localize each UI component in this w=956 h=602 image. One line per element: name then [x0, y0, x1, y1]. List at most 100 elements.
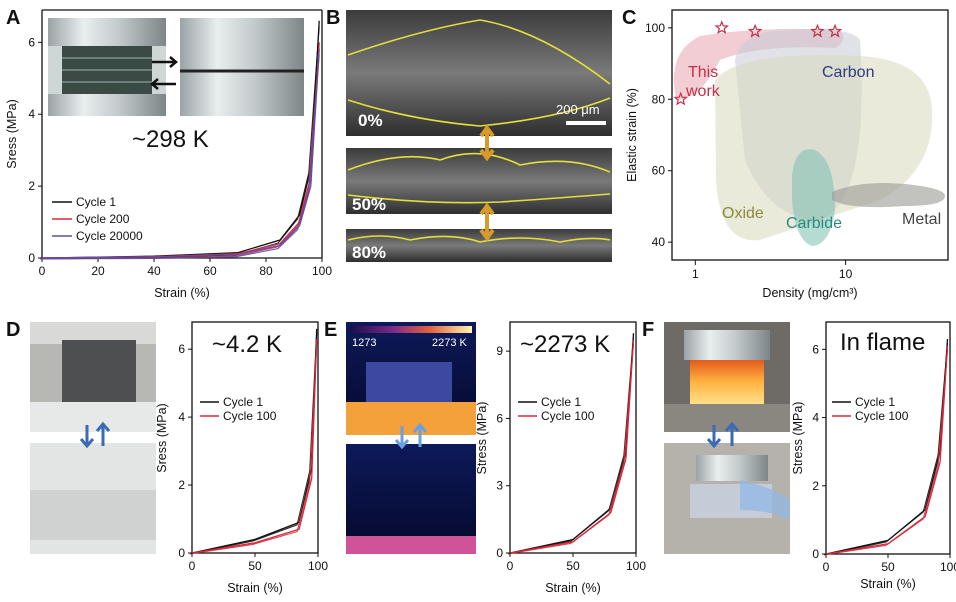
- group-label-carbon: Carbon: [822, 64, 874, 81]
- series-unload-3: [39, 55, 320, 260]
- panel-c-points: [673, 20, 843, 106]
- y-tick-label: 0: [28, 251, 35, 265]
- y-tick-label: 6: [496, 411, 503, 425]
- panel-c-xticks: 1 10: [692, 260, 853, 281]
- sem-image-50-lower-contour: [347, 193, 611, 204]
- this-work-point: [747, 23, 763, 38]
- y-tick-label: 0: [496, 546, 503, 560]
- panel-c-ylabel: Elastic strain (%): [625, 88, 639, 182]
- legend-label-cycle1: Cycle 1: [223, 395, 263, 409]
- arrow-right-icon: [152, 56, 178, 68]
- y-tick-label: 3: [496, 479, 503, 493]
- sem-image-0: [346, 10, 612, 136]
- series-line-2: [509, 339, 635, 554]
- compression-arrow-icon: [479, 124, 495, 162]
- series-line-2: [825, 345, 949, 555]
- group-label-carbide: Carbide: [786, 215, 842, 232]
- y-tick-label: 2: [178, 478, 185, 492]
- photo-d-bottom-sample: [30, 490, 156, 540]
- panel-a-yticks: 0 2 4 6: [28, 35, 42, 265]
- arrow-down-icon: [394, 426, 410, 450]
- scale-bar-label: 200 μm: [556, 102, 600, 117]
- y-tick-label: 2: [812, 479, 819, 493]
- panel-a-curves: [39, 20, 320, 260]
- panel-a-temperature: ~298 K: [132, 126, 209, 153]
- arrow-down-icon: [79, 425, 95, 449]
- panel-c: C This work Carbon Oxide Carbide Metal 1…: [622, 7, 949, 300]
- this-work-point: [810, 23, 825, 38]
- blue-flame: [740, 480, 790, 520]
- panel-f-xlabel: Strain (%): [860, 577, 916, 591]
- this-work-point: [673, 91, 688, 106]
- panel-b-label: B: [326, 7, 340, 29]
- panel-d-yticks: 0 2 4 6: [178, 342, 192, 560]
- photo-f-bottom-platen: [696, 455, 768, 481]
- panel-c-label: C: [622, 7, 636, 29]
- strain-label-0: 0%: [358, 111, 383, 130]
- y-tick-label: 0: [178, 546, 185, 560]
- strain-label-80: 80%: [352, 243, 386, 262]
- panel-f-frame: [825, 321, 951, 555]
- x-tick-label: 100: [312, 264, 332, 278]
- compression-arrow-icon: [479, 202, 495, 242]
- group-label-metal: Metal: [902, 211, 941, 228]
- legend-label-cycle200: Cycle 200: [76, 212, 130, 226]
- series-line-1: [825, 339, 949, 555]
- y-tick-label: 100: [645, 21, 665, 35]
- panel-f: F 0 50 100 0 2 4 6 In flame Cycle 1 Cycle 100…: [642, 319, 956, 591]
- panel-a: A 0 20 40 60 80 100 0 2 4 6 Strain (%) Sress (MP…: [5, 7, 332, 300]
- panel-a-label: A: [6, 7, 20, 29]
- x-tick-label: 0: [39, 264, 46, 278]
- panel-c-frame: [671, 9, 949, 261]
- thermal-bottom-hot: [346, 536, 476, 554]
- sem-image-80: [346, 229, 612, 262]
- x-tick-label: 10: [839, 267, 853, 281]
- x-tick-label: 0: [507, 559, 514, 573]
- photo-d-top-platen: [30, 322, 156, 344]
- legend-label-cycle1: Cycle 1: [855, 395, 895, 409]
- panel-d-ylabel: Sress (MPa): [155, 403, 169, 472]
- y-tick-label: 6: [812, 342, 819, 356]
- x-tick-label: 40: [147, 264, 161, 278]
- y-tick-label: 4: [812, 411, 819, 425]
- panel-f-ylabel: Stress (MPa): [791, 402, 805, 475]
- panel-a-photo-right: [180, 18, 304, 116]
- panel-a-photo-left-platen-top: [48, 18, 166, 46]
- x-tick-label: 0: [823, 560, 830, 574]
- thermal-colorbar: [350, 326, 472, 333]
- series-unload-2: [507, 343, 635, 555]
- y-tick-label: 60: [652, 164, 666, 178]
- panel-d-curves: [189, 328, 318, 555]
- y-tick-label: 9: [496, 344, 503, 358]
- legend-label-cycle100: Cycle 100: [223, 409, 277, 423]
- thermal-image-bottom: [346, 444, 476, 554]
- sem-image-0-upper-contour: [347, 19, 611, 85]
- legend-label-cycle20000: Cycle 20000: [76, 229, 143, 243]
- series-unload-2: [823, 349, 949, 556]
- arrow-left-icon: [150, 78, 176, 90]
- panel-c-yticks: 40 60 80 100: [645, 21, 672, 249]
- strain-label-50: 50%: [352, 195, 386, 214]
- panel-d-xlabel: Strain (%): [227, 581, 283, 595]
- x-tick-label: 1: [692, 267, 699, 281]
- y-tick-label: 6: [28, 35, 35, 49]
- arrow-down-icon: [706, 425, 722, 449]
- panel-e-yticks: 0 3 6 9: [496, 344, 510, 560]
- legend-label-cycle1: Cycle 1: [76, 195, 116, 209]
- series-line-3: [41, 49, 320, 259]
- panel-f-curves: [823, 339, 949, 556]
- panel-a-xlabel: Strain (%): [154, 286, 210, 300]
- region-metal: [832, 183, 945, 208]
- panel-e-xlabel: Strain (%): [545, 581, 601, 595]
- photo-d-base: [30, 402, 156, 432]
- photo-d-sample: [62, 340, 136, 402]
- panel-c-xlabel: Density (mg/cm³): [762, 286, 857, 300]
- sem-image-50-upper-contour: [347, 152, 611, 173]
- panel-b: B 200 μm 0% 50% 80%: [326, 7, 612, 262]
- sem-image-80-contour: [347, 235, 611, 243]
- panel-f-yticks: 0 2 4 6: [812, 342, 826, 561]
- series-line-2: [191, 338, 318, 554]
- panel-a-legend: Cycle 1 Cycle 200 Cycle 20000: [52, 195, 143, 243]
- colorbar-max: 2273 K: [432, 337, 468, 349]
- legend-label-cycle1: Cycle 1: [541, 395, 581, 409]
